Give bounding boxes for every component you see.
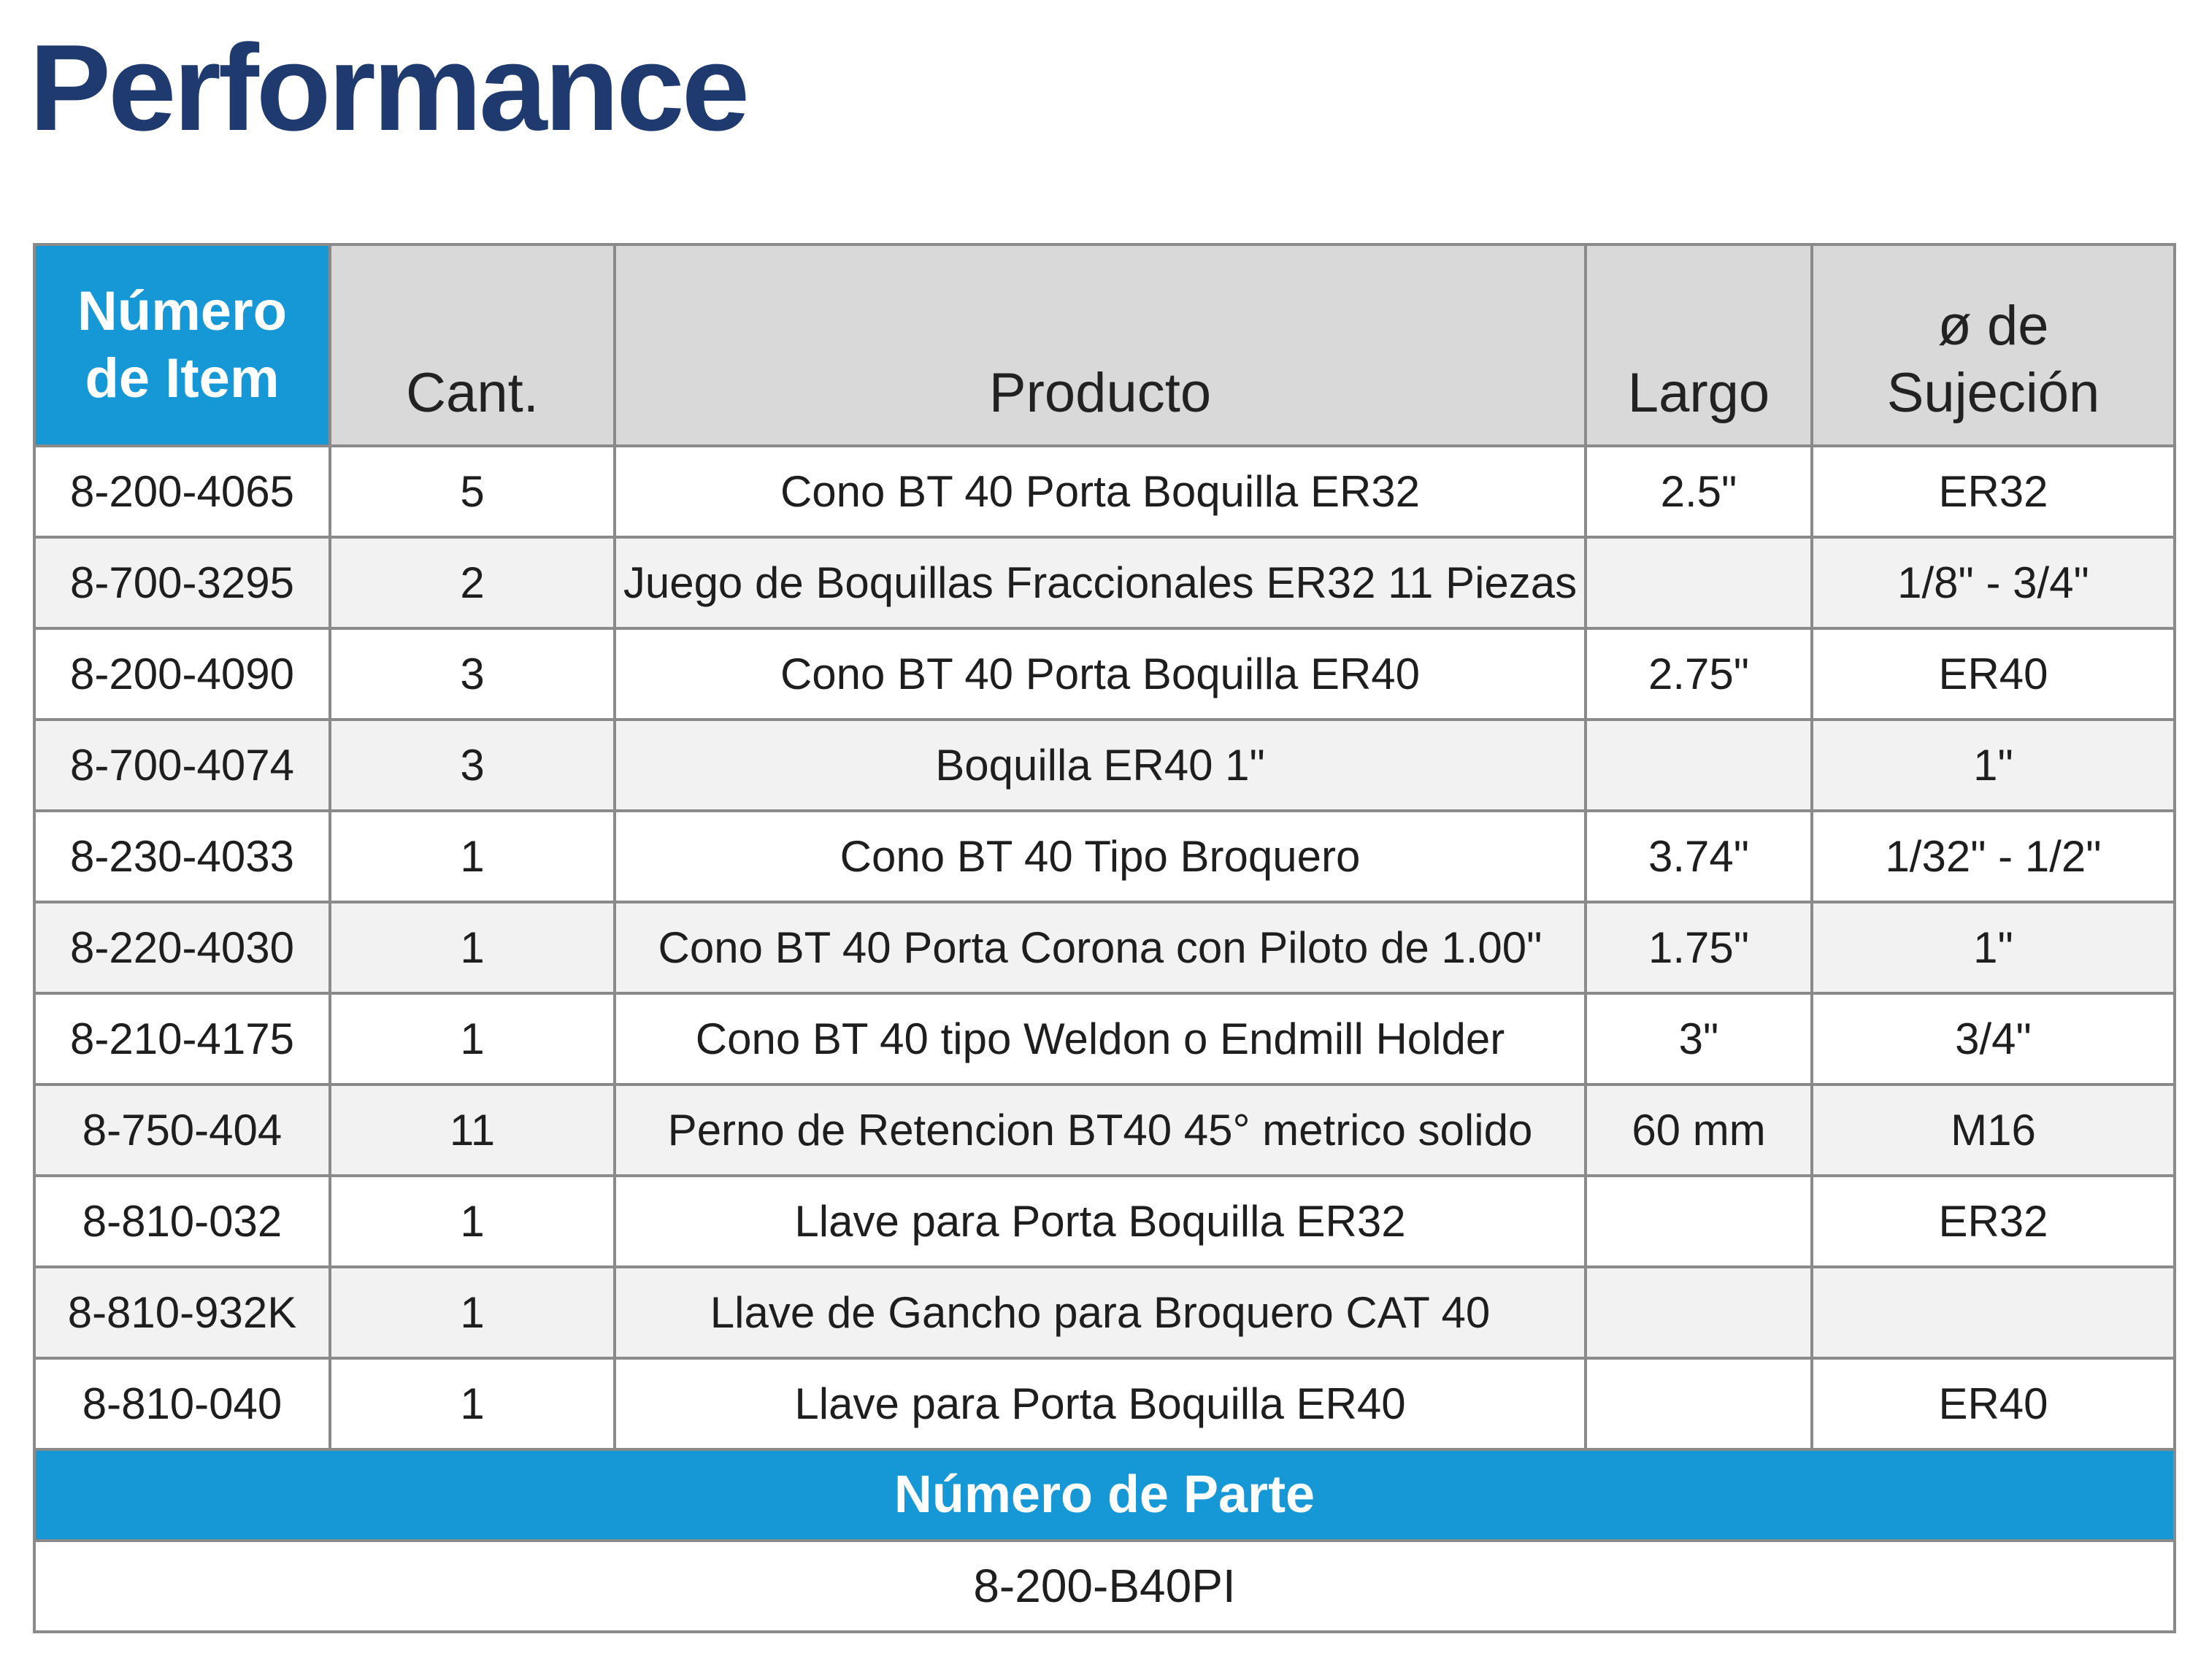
cell-qty: 3 (328, 627, 616, 721)
table-row: 8-750-404 11 Perno de Retencion BT40 45°… (33, 1083, 2176, 1177)
table-header: Número de Item Cant. Producto Largo ø de… (33, 243, 2176, 447)
table-row: 8-810-032 1 Llave para Porta Boquilla ER… (33, 1174, 2176, 1268)
part-number-value: 8-200-B40PI (33, 1539, 2176, 1633)
cell-qty: 2 (328, 536, 616, 630)
cell-product: Boquilla ER40 1" (613, 718, 1587, 812)
table-row: 8-230-4033 1 Cono BT 40 Tipo Broquero 3.… (33, 809, 2176, 903)
cell-item-number: 8-700-3295 (33, 536, 331, 630)
header-length: Largo (1584, 243, 1813, 447)
cell-clamp: 1/32" - 1/2" (1810, 809, 2176, 903)
table-row: 8-700-4074 3 Boquilla ER40 1" 1" (33, 718, 2176, 812)
cell-length (1584, 718, 1813, 812)
table-row: 8-200-4090 3 Cono BT 40 Porta Boquilla E… (33, 627, 2176, 721)
table-row: 8-220-4030 1 Cono BT 40 Porta Corona con… (33, 901, 2176, 995)
cell-clamp: 1" (1810, 718, 2176, 812)
cell-product: Cono BT 40 tipo Weldon o Endmill Holder (613, 992, 1587, 1086)
cell-qty: 1 (328, 901, 616, 995)
table-row: 8-200-4065 5 Cono BT 40 Porta Boquilla E… (33, 444, 2176, 539)
cell-clamp: 3/4" (1810, 992, 2176, 1086)
header-product-label: Producto (988, 362, 1212, 424)
table-body: 8-200-4065 5 Cono BT 40 Porta Boquilla E… (33, 444, 2176, 1451)
cell-clamp: 1" (1810, 901, 2176, 995)
header-product: Producto (613, 243, 1587, 447)
table-row: 8-810-040 1 Llave para Porta Boquilla ER… (33, 1357, 2176, 1451)
cell-product: Perno de Retencion BT40 45° metrico soli… (613, 1083, 1587, 1177)
cell-length (1584, 1265, 1813, 1360)
cell-item-number: 8-200-4090 (33, 627, 331, 721)
header-clamp-diameter: ø de Sujeción (1810, 243, 2176, 447)
cell-item-number: 8-810-932K (33, 1265, 331, 1360)
cell-product: Cono BT 40 Porta Corona con Piloto de 1.… (613, 901, 1587, 995)
cell-product: Juego de Boquillas Fraccionales ER32 11 … (613, 536, 1587, 630)
cell-product: Llave para Porta Boquilla ER40 (613, 1357, 1587, 1451)
cell-item-number: 8-750-404 (33, 1083, 331, 1177)
table-row: 8-810-932K 1 Llave de Gancho para Broque… (33, 1265, 2176, 1360)
cell-product: Cono BT 40 Porta Boquilla ER32 (613, 444, 1587, 539)
cell-item-number: 8-810-032 (33, 1174, 331, 1268)
cell-item-number: 8-220-4030 (33, 901, 331, 995)
header-qty: Cant. (328, 243, 616, 447)
cell-product: Cono BT 40 Tipo Broquero (613, 809, 1587, 903)
cell-product: Cono BT 40 Porta Boquilla ER40 (613, 627, 1587, 721)
header-item-number-line-1: Número (77, 280, 288, 342)
cell-clamp: ER32 (1810, 444, 2176, 539)
spec-table: Número de Item Cant. Producto Largo ø de… (33, 243, 2176, 1633)
cell-length: 3" (1584, 992, 1813, 1086)
cell-qty: 1 (328, 1174, 616, 1268)
cell-qty: 1 (328, 992, 616, 1086)
cell-clamp: ER32 (1810, 1174, 2176, 1268)
cell-item-number: 8-210-4175 (33, 992, 331, 1086)
header-length-label: Largo (1627, 362, 1770, 424)
header-item-number-line-2: de Item (85, 347, 280, 409)
cell-item-number: 8-700-4074 (33, 718, 331, 812)
header-clamp-diameter-line-2: Sujeción (1886, 362, 2100, 424)
part-number-value-row: 8-200-B40PI (33, 1539, 2176, 1633)
cell-item-number: 8-810-040 (33, 1357, 331, 1451)
cell-item-number: 8-230-4033 (33, 809, 331, 903)
table-row: 8-210-4175 1 Cono BT 40 tipo Weldon o En… (33, 992, 2176, 1086)
cell-length: 2.5" (1584, 444, 1813, 539)
cell-length: 3.74" (1584, 809, 1813, 903)
header-item-number: Número de Item (33, 243, 331, 447)
cell-length: 2.75" (1584, 627, 1813, 721)
cell-length (1584, 536, 1813, 630)
cell-product: Llave para Porta Boquilla ER32 (613, 1174, 1587, 1268)
part-number-label: Número de Parte (33, 1448, 2176, 1542)
cell-qty: 1 (328, 1357, 616, 1451)
cell-length (1584, 1174, 1813, 1268)
table-footer: Número de Parte 8-200-B40PI (33, 1448, 2176, 1633)
header-qty-label: Cant. (406, 362, 539, 424)
cell-clamp: ER40 (1810, 1357, 2176, 1451)
cell-product: Llave de Gancho para Broquero CAT 40 (613, 1265, 1587, 1360)
part-number-header-row: Número de Parte (33, 1448, 2176, 1542)
cell-qty: 3 (328, 718, 616, 812)
table-row: 8-700-3295 2 Juego de Boquillas Fraccion… (33, 536, 2176, 630)
cell-qty: 5 (328, 444, 616, 539)
cell-qty: 1 (328, 1265, 616, 1360)
cell-clamp: 1/8" - 3/4" (1810, 536, 2176, 630)
cell-qty: 1 (328, 809, 616, 903)
cell-length (1584, 1357, 1813, 1451)
page-title: Performance (29, 19, 750, 156)
header-clamp-diameter-line-1: ø de (1937, 295, 2049, 357)
cell-clamp: ER40 (1810, 627, 2176, 721)
header-row: Número de Item Cant. Producto Largo ø de… (33, 243, 2176, 447)
cell-clamp (1810, 1265, 2176, 1360)
cell-item-number: 8-200-4065 (33, 444, 331, 539)
cell-length: 1.75" (1584, 901, 1813, 995)
cell-length: 60 mm (1584, 1083, 1813, 1177)
cell-qty: 11 (328, 1083, 616, 1177)
cell-clamp: M16 (1810, 1083, 2176, 1177)
